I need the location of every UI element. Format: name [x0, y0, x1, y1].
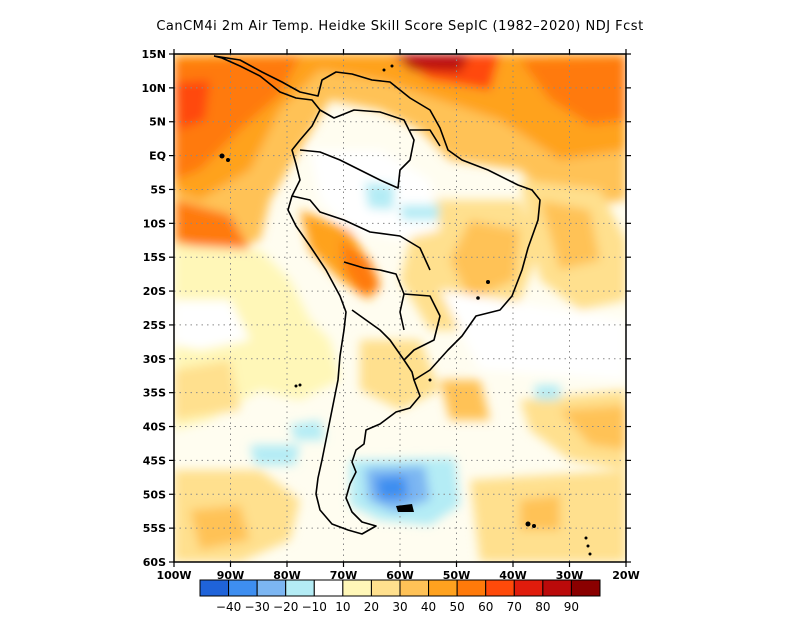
- lon-tick-label: 100W: [156, 569, 191, 582]
- colorbar-swatch: [485, 579, 515, 597]
- lon-tick-label: 30W: [556, 569, 583, 582]
- colorbar-swatch: [313, 579, 344, 597]
- lon-tick-label: 90W: [217, 569, 244, 582]
- colorbar-label: −30: [244, 600, 269, 614]
- colorbar-label: 70: [507, 600, 522, 614]
- continent-outline: [213, 55, 541, 535]
- lat-tick-label: 10N: [141, 82, 166, 95]
- lat-tick-label: 60S: [143, 556, 166, 569]
- colorbar-swatch: [256, 579, 287, 597]
- colorbar-label: 50: [450, 600, 465, 614]
- colorbar-label: 80: [535, 600, 550, 614]
- lat-tick-label: EQ: [149, 150, 166, 163]
- colorbar-label: 20: [364, 600, 379, 614]
- colorbar-label: 60: [478, 600, 493, 614]
- colorbar-label: −40: [216, 600, 241, 614]
- colorbar-label: 90: [564, 600, 579, 614]
- colorbar-label: 40: [421, 600, 436, 614]
- colorbar-swatch: [399, 579, 430, 597]
- colorbar-label: −10: [302, 600, 327, 614]
- lon-tick-label: 20W: [612, 569, 639, 582]
- colorbar: −40 −30 −20 −10 10 20 30 40 50 60 70 80 90: [199, 579, 601, 614]
- map-title: CanCM4i 2m Air Temp. Heidke Skill Score …: [156, 19, 644, 34]
- lon-tick-label: 50W: [443, 569, 470, 582]
- lon-tick-label: 80W: [273, 569, 300, 582]
- colorbar-swatch: [428, 579, 458, 597]
- colorbar-swatch: [570, 579, 601, 597]
- latitude-axis: 15N 10N 5N EQ 5S 10S 15S 20S 25S 30S 35S 40S 45S 50S 5…: [141, 48, 631, 569]
- colorbar-swatch: [542, 579, 572, 597]
- lat-tick-label: 15S: [143, 251, 166, 264]
- colorbar-swatch: [199, 579, 230, 597]
- colorbar-swatch: [513, 579, 544, 597]
- lat-tick-label: 25S: [143, 319, 166, 332]
- colorbar-label: 30: [392, 600, 407, 614]
- longitude-axis: 100W 90W 80W 70W 60W 50W 40W 30W 20W: [156, 49, 640, 582]
- lat-tick-label: 35S: [143, 387, 166, 400]
- islands: [219, 64, 592, 556]
- colorbar-swatch: [285, 579, 315, 597]
- colorbar-label: 10: [335, 600, 350, 614]
- lat-tick-label: 20S: [143, 285, 166, 298]
- lat-tick-label: 55S: [143, 522, 166, 535]
- lat-tick-label: 50S: [143, 488, 166, 501]
- lon-tick-label: 70W: [330, 569, 357, 582]
- lat-tick-label: 10S: [143, 217, 166, 230]
- lon-tick-label: 40W: [499, 569, 526, 582]
- lat-tick-label: 5S: [150, 183, 166, 196]
- lon-tick-label: 60W: [386, 569, 413, 582]
- lat-tick-label: 5N: [149, 116, 166, 129]
- colorbar-swatch: [456, 579, 487, 597]
- lat-tick-label: 30S: [143, 353, 166, 366]
- grid-lines: [174, 54, 626, 562]
- colorbar-swatch: [228, 579, 258, 597]
- colorbar-label: −20: [273, 600, 298, 614]
- lat-tick-label: 40S: [143, 421, 166, 434]
- colorbar-swatch: [342, 579, 372, 597]
- lat-tick-label: 15N: [141, 48, 166, 61]
- colorbar-swatch: [370, 579, 401, 597]
- lat-tick-label: 45S: [143, 454, 166, 467]
